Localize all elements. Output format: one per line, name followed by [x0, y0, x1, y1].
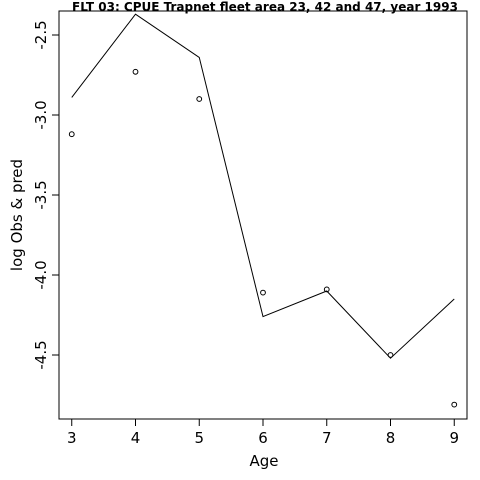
- x-axis-label: Age: [249, 452, 278, 470]
- y-axis: -2.5 -3.0 -3.5 -4.0 -4.5: [32, 20, 60, 370]
- y-tick-label: -3.0: [32, 100, 50, 129]
- observed-point: [451, 401, 458, 408]
- observed-point: [132, 68, 139, 75]
- x-tick-label: 8: [386, 429, 396, 447]
- observed-point: [196, 96, 203, 102]
- y-tick-label: -3.5: [32, 180, 50, 209]
- x-axis: 3 4 5 6 7 8 9: [67, 418, 459, 447]
- x-tick-label: 7: [322, 429, 332, 447]
- chart-title: FLT 03: CPUE Trapnet fleet area 23, 42 a…: [72, 0, 458, 14]
- observed-point: [68, 131, 75, 138]
- plot-frame: [58, 10, 468, 420]
- x-tick-label: 9: [449, 429, 459, 447]
- observed-point: [323, 286, 330, 293]
- x-tick-label: 3: [67, 429, 77, 447]
- observed-point: [260, 289, 266, 296]
- series-layer: [68, 13, 458, 408]
- y-tick-label: -4.5: [32, 340, 50, 369]
- x-tick-label: 5: [194, 429, 204, 447]
- predicted-line: [71, 13, 455, 359]
- y-tick-label: -4.0: [32, 260, 50, 289]
- y-tick-label: -2.5: [32, 20, 50, 49]
- x-tick-label: 6: [258, 429, 268, 447]
- x-tick-label: 4: [131, 429, 141, 447]
- y-axis-label: log Obs & pred: [8, 159, 26, 271]
- observed-point: [387, 352, 394, 358]
